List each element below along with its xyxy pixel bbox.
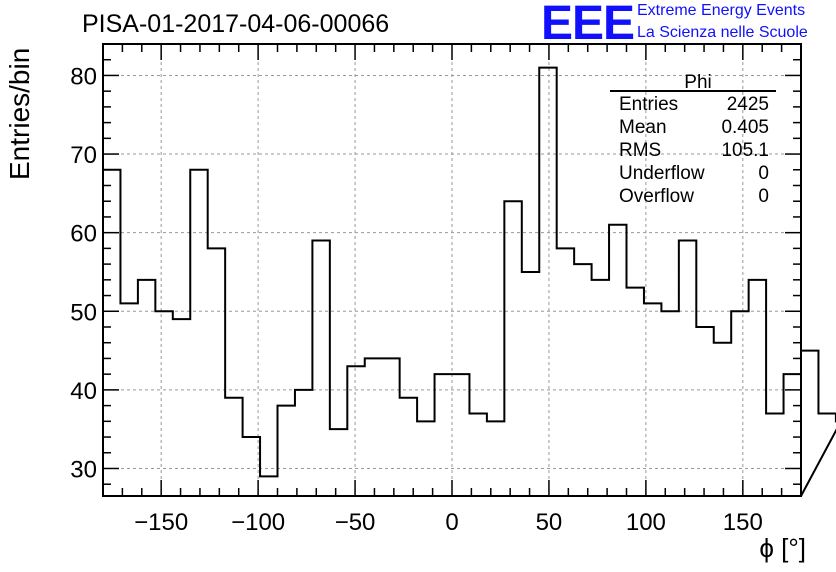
- y-tick-label: 50: [70, 299, 97, 326]
- stats-row-label: Entries: [619, 94, 678, 115]
- histogram-bin: [522, 272, 539, 496]
- histogram-bin: [173, 319, 190, 496]
- histogram-bin: [609, 225, 626, 496]
- histogram-bin: [784, 374, 801, 496]
- histogram-bin: [312, 241, 329, 496]
- histogram-bin: [208, 248, 225, 496]
- stats-row-value: 105.1: [721, 140, 769, 161]
- x-axis-label: ϕ [°]: [759, 533, 806, 563]
- stats-row-value: 0: [758, 186, 769, 207]
- stats-row-label: Overflow: [619, 186, 694, 207]
- histogram-outline: [102, 66, 836, 497]
- histogram-bin: [295, 390, 312, 496]
- x-tick-label: −150: [134, 509, 188, 536]
- histogram-bars: [102, 66, 836, 497]
- histogram-bin: [138, 280, 155, 496]
- histogram-bin: [539, 68, 556, 496]
- y-tick-label: 30: [70, 456, 97, 483]
- histogram-bin: [679, 241, 696, 496]
- histogram-bin: [592, 280, 609, 496]
- histogram-bin: [330, 429, 347, 496]
- y-tick-label: 60: [70, 221, 97, 248]
- histogram-bin: [365, 358, 382, 496]
- histogram-bin: [435, 374, 452, 496]
- stats-row-value: 0.405: [721, 117, 769, 138]
- histogram-bin: [278, 406, 295, 496]
- x-tick-label: 150: [723, 509, 763, 536]
- histogram-bin: [382, 358, 399, 496]
- y-tick-label: 80: [70, 63, 97, 90]
- x-tick-label: −100: [231, 509, 285, 536]
- chart-title: PISA-01-2017-04-06-00066: [82, 10, 390, 38]
- eee-logo: EEE: [541, 0, 635, 50]
- histogram-bin: [557, 248, 574, 496]
- histogram-bin: [818, 413, 835, 496]
- axes: [102, 43, 802, 497]
- stats-row-value: 0: [758, 163, 769, 184]
- histogram-bin: [504, 201, 521, 496]
- histogram-bin: [627, 288, 644, 496]
- logo-subtitle-1: Extreme Energy Events: [637, 2, 806, 19]
- histogram-bin: [749, 280, 766, 496]
- stats-row-label: Mean: [619, 117, 667, 138]
- logo-subtitle-2: La Scienza nelle Scuole: [637, 24, 808, 41]
- histogram-bin: [260, 476, 277, 496]
- stats-row-label: RMS: [619, 140, 661, 161]
- histogram-bin: [766, 413, 783, 496]
- histogram-bin: [347, 366, 364, 496]
- histogram-bin: [644, 303, 661, 496]
- y-tick-label: 70: [70, 142, 97, 169]
- histogram-bin: [417, 421, 434, 496]
- histogram-bin: [661, 311, 678, 496]
- stats-row-label: Underflow: [619, 163, 705, 184]
- histogram-bin: [696, 327, 713, 496]
- histogram-bin: [400, 398, 417, 496]
- histogram-bin: [469, 413, 486, 496]
- histogram-bin: [452, 374, 469, 496]
- histogram-bin: [225, 398, 242, 496]
- histogram-bin: [801, 351, 818, 496]
- stats-box: Phi Entries 2425 Mean 0.405 RMS 105.1 Underflow…: [610, 72, 776, 207]
- y-tick-label: 40: [70, 378, 97, 405]
- stats-title: Phi: [684, 72, 711, 93]
- x-tick-label: 50: [536, 509, 563, 536]
- x-tick-label: 0: [445, 509, 458, 536]
- histogram-bin: [120, 303, 137, 496]
- tick-labels: −150 −100 −50 0 50 100 150 30 40 50 60 70 80: [70, 63, 763, 536]
- grid-lines: [103, 44, 801, 496]
- histogram-bin: [103, 170, 120, 496]
- stats-row-value: 2425: [727, 94, 769, 115]
- y-axis-label: Entries/bin: [4, 47, 35, 180]
- x-tick-label: 100: [626, 509, 666, 536]
- histogram-bin: [487, 421, 504, 496]
- histogram-bin: [574, 264, 591, 496]
- x-tick-label: −50: [335, 509, 376, 536]
- histogram-bin: [714, 343, 731, 496]
- histogram-bin: [190, 170, 207, 496]
